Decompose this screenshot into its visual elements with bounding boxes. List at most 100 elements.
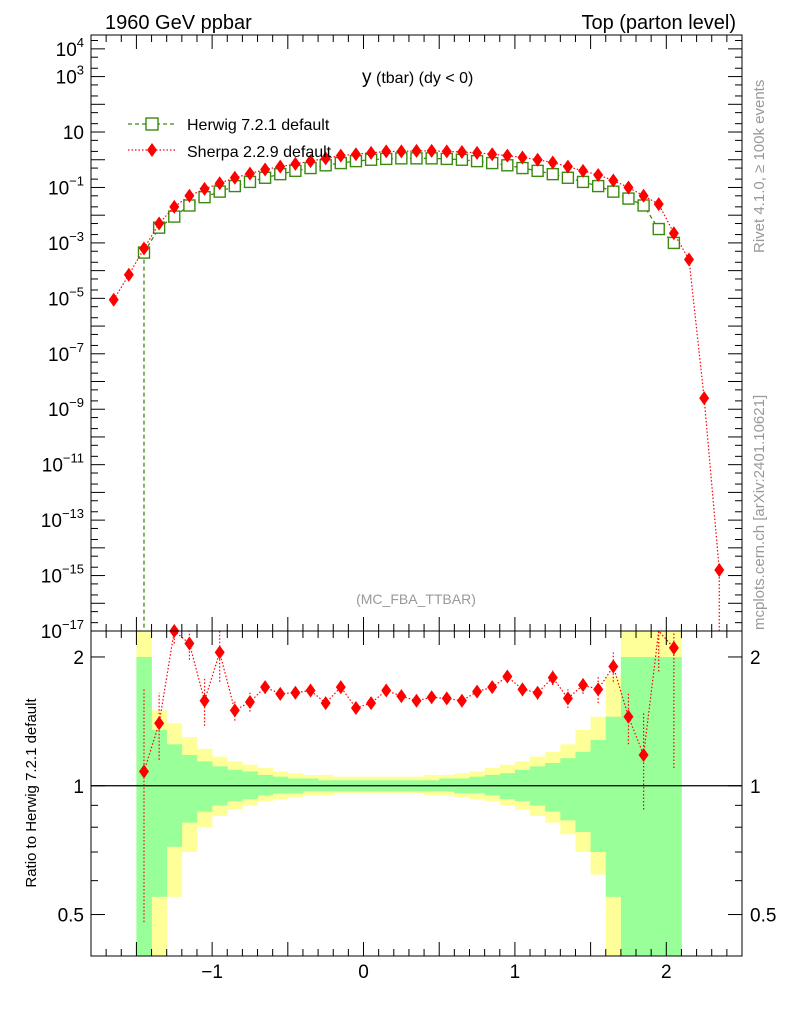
ratio-y-tick-label-right: 2 (750, 648, 761, 669)
ratio-sherpa-line (143, 629, 675, 772)
sherpa-point (335, 148, 346, 163)
y-tick-label: 10−15 (41, 562, 84, 588)
ratio-sherpa-point (638, 748, 649, 763)
ratio-sherpa-point (381, 683, 392, 698)
legend-herwig-label: Herwig 7.2.1 default (187, 117, 330, 134)
band-green (272, 776, 289, 794)
sherpa-point (275, 159, 286, 174)
sherpa-point (290, 156, 301, 171)
band-green (439, 778, 455, 792)
y-tick-label: 10−17 (41, 617, 84, 643)
x-tick-label: 1 (510, 962, 521, 983)
sherpa-point (154, 216, 165, 231)
ratio-sherpa-point (229, 703, 240, 718)
ratio-sherpa-point (487, 680, 498, 695)
ratio-y-tick-label-right: 0.5 (750, 906, 776, 927)
right-title: Top (parton level) (581, 12, 736, 34)
y-tick-label: 10−7 (48, 340, 84, 366)
sherpa-point (108, 292, 119, 307)
y-tick-label: 10−3 (48, 229, 84, 255)
legend: Herwig 7.2.1 default Sherpa 2.2.9 defaul… (128, 117, 332, 161)
ratio-sherpa-point (411, 693, 422, 708)
band-green (636, 656, 652, 956)
ratio-sherpa-point (532, 685, 543, 700)
ratio-y-tick-label: 2 (73, 648, 84, 669)
ratio-sherpa-point (396, 689, 407, 704)
ratio-sherpa-point (138, 764, 149, 779)
ratio-marks (91, 624, 742, 956)
ratio-sherpa-point (260, 680, 271, 695)
x-tick-label: −1 (201, 962, 223, 983)
sherpa-point (260, 162, 271, 177)
y-tick-label: 103 (56, 63, 84, 89)
band-green (605, 716, 622, 897)
sherpa-point (123, 267, 134, 282)
plot-title-sub: (tbar) (dy < 0) (376, 70, 473, 87)
legend-entry-herwig: Herwig 7.2.1 default (128, 117, 330, 134)
ratio-sherpa-point (199, 693, 210, 708)
band-green (257, 774, 273, 796)
band-green (575, 751, 591, 832)
ratio-plot: 0.5 0.5 1 1 2 2 −1 0 1 2 Ratio to Herwig 7.2.1 de… (23, 624, 776, 983)
ratio-y-tick-label-right: 1 (750, 777, 761, 798)
ratio-sherpa-point (593, 682, 604, 697)
sherpa-point (714, 563, 725, 578)
legend-entry-sherpa: Sherpa 2.2.9 default (128, 143, 332, 161)
sherpa-point (381, 144, 392, 159)
ratio-sherpa-point (305, 683, 316, 698)
herwig-point (652, 222, 665, 236)
band-green (620, 656, 637, 956)
ratio-sherpa-point (472, 684, 483, 699)
sherpa-point (562, 159, 573, 174)
sherpa-line (113, 150, 720, 571)
y-tick-label: 10−1 (48, 173, 84, 199)
legend-sherpa-label: Sherpa 2.2.9 default (187, 144, 332, 161)
sherpa-point (214, 176, 225, 191)
sherpa-point (456, 144, 467, 159)
ratio-sherpa-point (366, 696, 377, 711)
band-green (469, 776, 485, 794)
sherpa-point (653, 197, 664, 212)
band-green (196, 761, 213, 812)
sherpa-point (138, 241, 149, 256)
herwig-point (531, 164, 544, 178)
sherpa-point (199, 181, 210, 196)
band-green (666, 656, 682, 956)
ratio-sherpa-point (562, 691, 573, 706)
x-tick-label: 0 (358, 962, 369, 983)
sherpa-point (517, 150, 528, 165)
sherpa-point (547, 155, 558, 170)
sherpa-point (699, 391, 710, 406)
y-tick-label: 10−13 (41, 506, 84, 532)
ratio-axes: 0.5 0.5 1 1 2 2 −1 0 1 2 (58, 631, 776, 983)
sherpa-point (184, 188, 195, 203)
ratio-y-tick-label: 0.5 (58, 906, 84, 927)
sherpa-point (502, 148, 513, 163)
ratio-sherpa-point (608, 659, 619, 674)
sherpa-point (593, 167, 604, 182)
left-title: 1960 GeV ppbar (105, 12, 252, 34)
sherpa-point (668, 226, 679, 241)
ratio-sherpa-point (154, 716, 165, 731)
y-tick-label: 10−11 (42, 451, 84, 477)
herwig-point (546, 167, 559, 181)
y-tick-label: 10−5 (48, 284, 84, 310)
herwig-point (622, 192, 635, 205)
sherpa-point (229, 170, 240, 185)
ratio-sherpa-point (668, 640, 679, 655)
band-green (590, 739, 607, 853)
y-tick-label: 10−9 (48, 395, 84, 421)
herwig-point (591, 179, 605, 193)
ratio-sherpa-point (441, 691, 452, 706)
ratio-sherpa-point (547, 670, 558, 685)
sherpa-point (396, 144, 407, 159)
ratio-sherpa-point (350, 700, 361, 715)
band-green (181, 755, 198, 823)
sherpa-point (623, 180, 634, 195)
rivet-label: Rivet 4.1.0, ≥ 100k events (751, 80, 768, 253)
sherpa-point (366, 145, 377, 160)
sherpa-point (169, 199, 180, 214)
sherpa-point (441, 144, 452, 159)
